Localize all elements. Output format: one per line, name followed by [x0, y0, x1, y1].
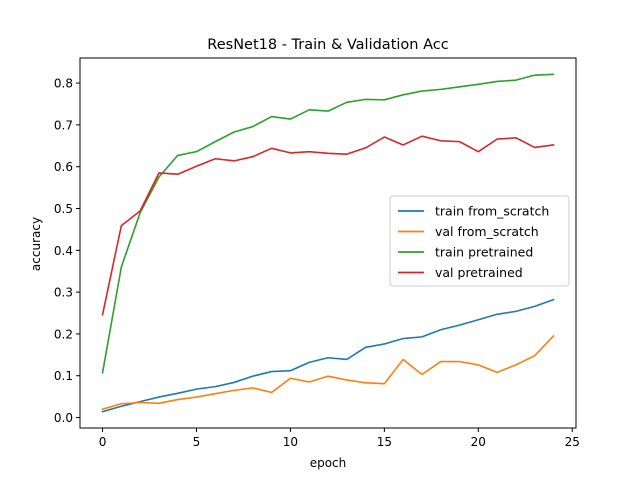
x-tick-label: 20 — [471, 435, 486, 449]
legend-label: train from_scratch — [435, 204, 549, 219]
series-line-train-pretrained — [101, 73, 555, 374]
axes-frame — [79, 57, 577, 429]
series-line-val-from-scratch — [101, 334, 555, 411]
chart-title: ResNet18 - Train & Validation Acc — [207, 37, 448, 53]
x-tick-label: 5 — [193, 435, 201, 449]
y-tick-label: 0.2 — [54, 327, 73, 341]
y-tick-label: 0.4 — [54, 244, 73, 258]
y-tick-label: 0.0 — [54, 411, 73, 425]
y-tick-label: 0.8 — [54, 77, 73, 91]
x-tick-label: 15 — [377, 435, 392, 449]
series-line-train-from-scratch — [101, 298, 555, 413]
x-tick-label: 0 — [99, 435, 107, 449]
legend-label: val from_scratch — [435, 224, 539, 239]
series-layer — [101, 73, 555, 413]
x-axis-label: epoch — [310, 456, 347, 470]
legend-box — [389, 195, 570, 287]
y-tick-label: 0.6 — [54, 160, 73, 174]
axes-layer: 0 5 10 15 20 25 0.0 0.1 0.2 0.3 0.4 0.5 0.6 0.7 0.8 — [54, 57, 580, 449]
y-tick-label: 0.7 — [54, 118, 73, 132]
y-axis-label: accuracy — [29, 217, 43, 271]
legend-label: train pretrained — [435, 245, 533, 260]
legend-label: val pretrained — [435, 265, 523, 280]
y-tick-label: 0.3 — [54, 286, 73, 300]
series-line-val-pretrained — [101, 135, 555, 316]
y-tick-label: 0.5 — [54, 202, 73, 216]
x-tick-label: 10 — [283, 435, 298, 449]
x-tick-label: 25 — [565, 435, 580, 449]
y-tick-label: 0.1 — [54, 369, 73, 383]
